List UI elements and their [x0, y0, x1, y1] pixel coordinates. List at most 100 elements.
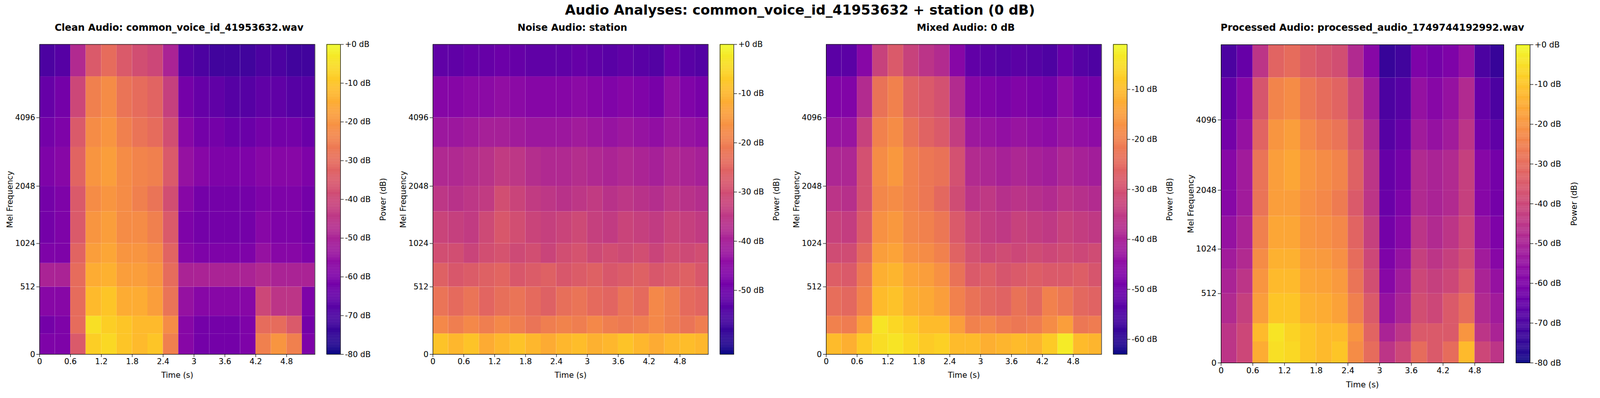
svg-text:4.8: 4.8 — [1468, 365, 1481, 376]
svg-text:-50 dB: -50 dB — [738, 285, 764, 295]
svg-text:0.6: 0.6 — [851, 356, 864, 367]
svg-text:1.8: 1.8 — [519, 356, 533, 367]
svg-text:+0 dB: +0 dB — [344, 39, 370, 49]
svg-text:1024: 1024 — [1195, 243, 1217, 254]
svg-text:0.6: 0.6 — [457, 356, 471, 367]
svg-text:-20 dB: -20 dB — [1131, 134, 1158, 144]
svg-text:-10 dB: -10 dB — [344, 78, 371, 88]
svg-text:0: 0 — [423, 349, 429, 359]
svg-text:-60 dB: -60 dB — [1534, 278, 1561, 288]
svg-text:Power (dB): Power (dB) — [1165, 177, 1175, 221]
svg-text:Power (dB): Power (dB) — [1568, 181, 1579, 226]
svg-text:4.2: 4.2 — [642, 356, 656, 367]
svg-text:4.2: 4.2 — [1036, 356, 1050, 367]
svg-text:0: 0 — [1211, 357, 1217, 368]
html-text:Clean Audio: common_voice_id_4: Clean Audio: common_voice_id_41953632.wa… — [54, 21, 304, 33]
svg-text:-20 dB: -20 dB — [344, 117, 371, 127]
svg-text:0: 0 — [1218, 365, 1224, 376]
svg-text:-70 dB: -70 dB — [1534, 318, 1561, 328]
svg-text:1.2: 1.2 — [94, 356, 108, 367]
svg-text:2.4: 2.4 — [1341, 365, 1355, 376]
svg-text:-50 dB: -50 dB — [344, 233, 371, 243]
svg-text:1.8: 1.8 — [1309, 365, 1323, 376]
svg-text:4.8: 4.8 — [674, 356, 687, 367]
svg-text:-60 dB: -60 dB — [1131, 334, 1158, 344]
svg-text:-40 dB: -40 dB — [1534, 198, 1561, 209]
svg-text:Time (s): Time (s) — [554, 370, 587, 380]
svg-text:Time (s): Time (s) — [160, 370, 193, 380]
svg-text:-10 dB: -10 dB — [738, 88, 764, 98]
svg-text:-30 dB: -30 dB — [1131, 184, 1158, 194]
svg-text:-60 dB: -60 dB — [344, 272, 371, 282]
svg-text:2048: 2048 — [801, 181, 822, 191]
svg-text:512: 512 — [1200, 288, 1217, 298]
svg-text:Mel Frequency: Mel Frequency — [398, 170, 408, 228]
svg-text:4.8: 4.8 — [280, 356, 293, 367]
svg-text:+0 dB: +0 dB — [738, 39, 763, 49]
svg-text:Power (dB): Power (dB) — [771, 177, 782, 221]
svg-text:-80 dB: -80 dB — [1534, 357, 1561, 368]
svg-text:3.6: 3.6 — [218, 356, 232, 367]
svg-text:512: 512 — [413, 282, 429, 292]
svg-text:4.8: 4.8 — [1067, 356, 1080, 367]
svg-text:4096: 4096 — [801, 113, 822, 123]
svg-text:3.6: 3.6 — [1005, 356, 1018, 367]
svg-text:Time (s): Time (s) — [1345, 379, 1379, 390]
svg-text:4.2: 4.2 — [249, 356, 263, 367]
svg-text:1024: 1024 — [408, 238, 429, 248]
svg-text:0: 0 — [30, 349, 36, 359]
svg-text:Time (s): Time (s) — [947, 370, 980, 380]
html-text:Audio Analyses: common_voice_i: Audio Analyses: common_voice_id_41953632… — [564, 2, 1036, 18]
svg-text:3: 3 — [978, 356, 984, 367]
svg-text:2048: 2048 — [15, 181, 36, 191]
svg-text:3.6: 3.6 — [611, 356, 625, 367]
svg-text:Power (dB): Power (dB) — [378, 177, 388, 221]
svg-text:1.2: 1.2 — [488, 356, 502, 367]
svg-text:1024: 1024 — [801, 238, 822, 248]
svg-text:-40 dB: -40 dB — [344, 194, 371, 204]
svg-text:2.4: 2.4 — [157, 356, 170, 367]
svg-text:-80 dB: -80 dB — [344, 349, 371, 359]
svg-text:Mel Frequency: Mel Frequency — [1185, 174, 1196, 234]
svg-text:3: 3 — [1376, 365, 1382, 376]
svg-text:-40 dB: -40 dB — [738, 236, 764, 246]
svg-text:4096: 4096 — [15, 113, 36, 123]
svg-text:0: 0 — [816, 349, 822, 359]
svg-text:-10 dB: -10 dB — [1131, 84, 1158, 94]
svg-text:512: 512 — [806, 282, 822, 292]
svg-text:0: 0 — [823, 356, 830, 367]
svg-text:0.6: 0.6 — [64, 356, 77, 367]
svg-text:-40 dB: -40 dB — [1131, 234, 1158, 244]
svg-text:1.2: 1.2 — [882, 356, 895, 367]
svg-text:2.4: 2.4 — [550, 356, 563, 367]
svg-text:-70 dB: -70 dB — [344, 311, 371, 321]
svg-text:0: 0 — [36, 356, 42, 367]
svg-text:1024: 1024 — [15, 238, 36, 248]
svg-text:2048: 2048 — [408, 181, 429, 191]
svg-text:0.6: 0.6 — [1246, 365, 1259, 376]
svg-text:-20 dB: -20 dB — [1534, 119, 1561, 129]
svg-text:-30 dB: -30 dB — [344, 156, 371, 166]
svg-text:-30 dB: -30 dB — [738, 187, 764, 197]
svg-text:3.6: 3.6 — [1404, 365, 1418, 376]
svg-text:4.2: 4.2 — [1436, 365, 1450, 376]
svg-text:3: 3 — [191, 356, 197, 367]
svg-text:-50 dB: -50 dB — [1534, 238, 1561, 248]
svg-text:512: 512 — [20, 282, 36, 292]
svg-text:4096: 4096 — [1195, 115, 1217, 125]
svg-text:2048: 2048 — [1195, 185, 1217, 195]
svg-text:Mel Frequency: Mel Frequency — [5, 170, 15, 228]
svg-text:0: 0 — [430, 356, 436, 367]
svg-text:4096: 4096 — [408, 113, 429, 123]
svg-text:2.4: 2.4 — [943, 356, 957, 367]
svg-text:3: 3 — [584, 356, 590, 367]
svg-text:1.2: 1.2 — [1277, 365, 1291, 376]
svg-text:Mel Frequency: Mel Frequency — [792, 170, 802, 228]
svg-text:-50 dB: -50 dB — [1131, 284, 1158, 294]
svg-text:-30 dB: -30 dB — [1534, 159, 1561, 169]
svg-text:-20 dB: -20 dB — [738, 138, 764, 148]
svg-text:1.8: 1.8 — [126, 356, 139, 367]
svg-text:+0 dB: +0 dB — [1534, 39, 1560, 50]
svg-text:1.8: 1.8 — [912, 356, 926, 367]
svg-text:-10 dB: -10 dB — [1534, 79, 1561, 89]
